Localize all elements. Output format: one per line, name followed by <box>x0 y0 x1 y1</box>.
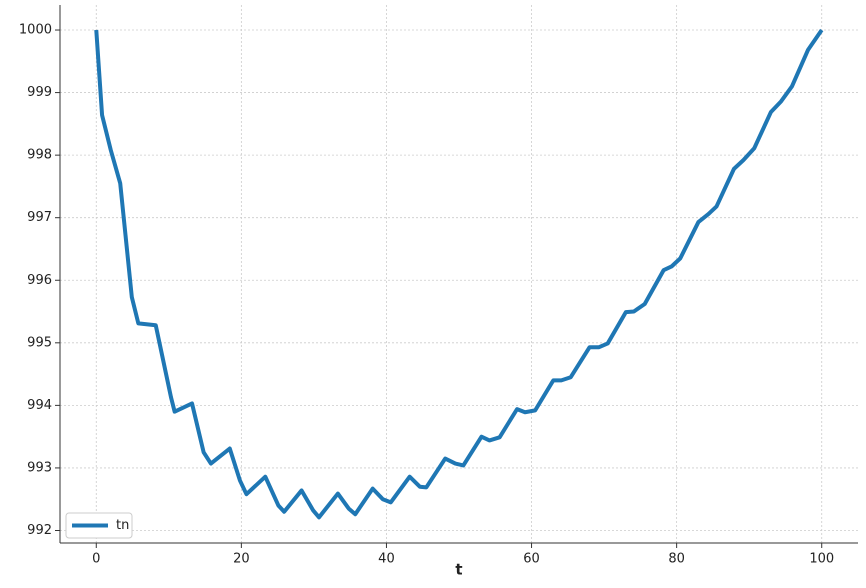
y-tick-label: 995 <box>27 335 52 350</box>
x-tick-label: 100 <box>809 552 834 567</box>
x-tick-label: 0 <box>92 552 100 567</box>
x-axis-label: t <box>455 561 462 579</box>
y-tick-label: 993 <box>27 460 52 475</box>
x-tick-label: 40 <box>378 552 395 567</box>
y-tick-label: 997 <box>27 210 52 225</box>
y-tick-label: 992 <box>27 523 52 538</box>
legend-label: tn <box>116 518 129 533</box>
y-tick-label: 994 <box>27 398 52 413</box>
y-tick-label: 1000 <box>19 23 52 38</box>
y-tick-label: 998 <box>27 148 52 163</box>
x-tick-label: 80 <box>668 552 685 567</box>
x-tick-label: 60 <box>523 552 540 567</box>
y-tick-label: 999 <box>27 85 52 100</box>
line <box>94 28 824 520</box>
x-tick-label: 20 <box>233 552 250 567</box>
y-tick-label: 996 <box>27 273 52 288</box>
